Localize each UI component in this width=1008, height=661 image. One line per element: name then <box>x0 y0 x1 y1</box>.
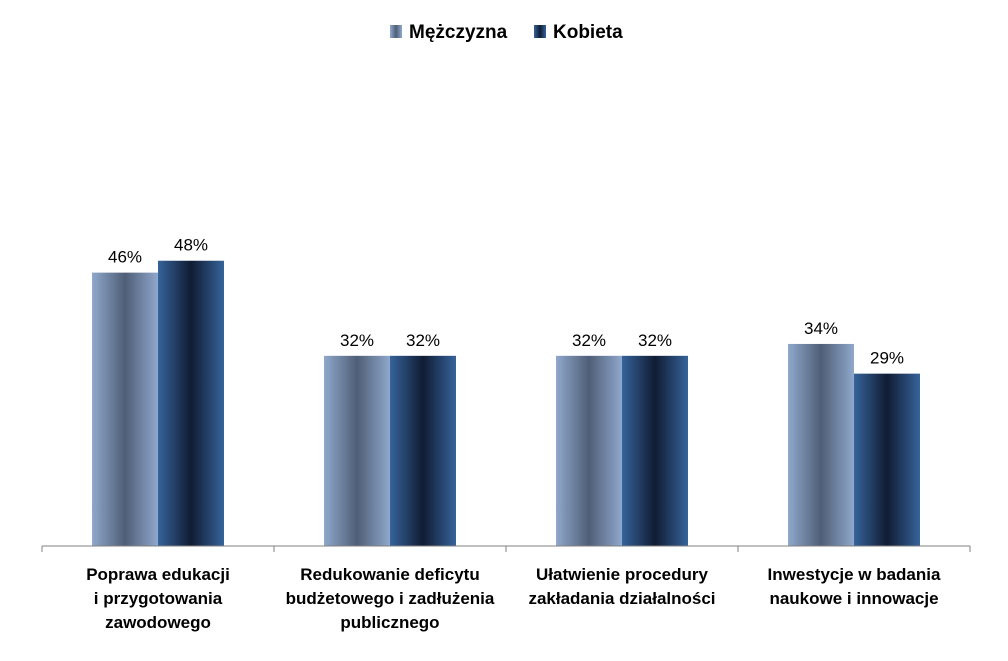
x-axis <box>41 545 971 552</box>
bar-male-3 <box>556 355 622 546</box>
bar-female-4 <box>854 373 920 546</box>
bar-male-2 <box>324 355 390 546</box>
legend-label-male: Mężczyzna <box>409 22 508 43</box>
bar-male-4 <box>788 343 854 546</box>
data-label-female-3: 32% <box>638 331 672 350</box>
data-label-female-2: 32% <box>406 331 440 350</box>
data-label-male-2: 32% <box>340 331 374 350</box>
data-label-female-1: 48% <box>174 236 208 255</box>
data-label-male-3: 32% <box>572 331 606 350</box>
category-label-2: Redukowanie deficytu budżetowego i zadłuż… <box>286 565 495 632</box>
data-label-male-1: 46% <box>108 248 142 267</box>
data-label-female-4: 29% <box>870 349 904 368</box>
legend-label-female: Kobieta <box>553 22 623 43</box>
bar-female-3 <box>622 355 688 546</box>
legend: Mężczyzna Kobieta <box>390 22 623 43</box>
category-label-3: Ułatwienie procedury zakładania działalno… <box>528 565 715 608</box>
bar-female-2 <box>390 355 456 546</box>
category-label-4: Inwestycje w badania naukowe i innowacje <box>768 565 941 608</box>
category-labels: Poprawa edukacji i przygotowania zawodoweg… <box>86 565 941 632</box>
category-label-1: Poprawa edukacji i przygotowania zawodoweg… <box>86 565 230 632</box>
legend-swatch-male <box>390 25 402 38</box>
plot-area: 46% 48% 32% 32% 32% 32% 34% 29% <box>92 236 920 546</box>
legend-swatch-female <box>534 25 546 38</box>
bar-female-1 <box>158 260 224 546</box>
bar-male-1 <box>92 272 158 546</box>
data-label-male-4: 34% <box>804 319 838 338</box>
